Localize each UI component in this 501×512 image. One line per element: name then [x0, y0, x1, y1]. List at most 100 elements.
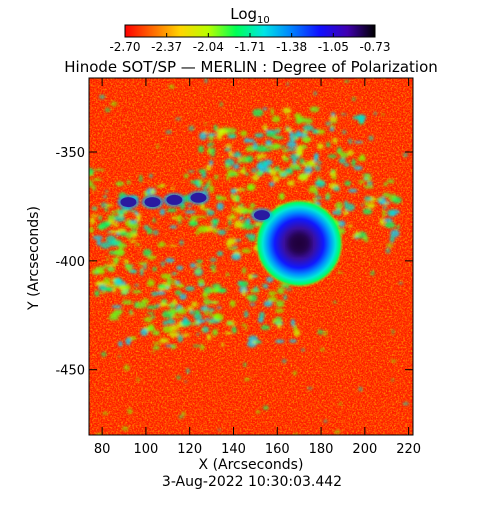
plage-patch	[136, 301, 147, 309]
plage-patch	[234, 171, 239, 178]
plage-patch	[254, 133, 264, 138]
plage-patch	[363, 196, 373, 201]
plage-patch	[275, 317, 283, 320]
plage-patch	[270, 107, 274, 116]
plage-patch	[226, 127, 237, 133]
plage-patch	[364, 200, 370, 206]
plage-patch	[198, 145, 204, 153]
plage-patch	[129, 269, 138, 274]
plage-patch	[100, 221, 112, 227]
plage-patch	[289, 131, 294, 140]
plage-patch	[132, 289, 142, 294]
plage-patch	[337, 271, 344, 274]
plage-patch	[128, 222, 139, 230]
plage-patch	[391, 378, 394, 382]
plage-patch	[204, 78, 208, 84]
plage-patch	[209, 160, 214, 166]
plage-patch	[344, 180, 352, 186]
plage-patch	[195, 230, 199, 236]
plage-patch	[312, 128, 319, 135]
plage-patch	[358, 386, 363, 392]
plage-patch	[99, 94, 106, 100]
plage-patch	[172, 279, 177, 284]
x-tick-label: 220	[396, 442, 421, 457]
plage-patch	[302, 163, 307, 166]
plage-patch	[143, 263, 147, 270]
plage-patch	[281, 359, 287, 364]
plage-patch	[271, 115, 281, 123]
plage-patch	[286, 82, 289, 86]
plage-patch	[146, 227, 153, 235]
plage-patch	[319, 348, 325, 352]
plage-patch	[243, 137, 250, 143]
plage-patch	[233, 164, 240, 170]
plage-patch	[146, 305, 158, 310]
plage-patch	[160, 261, 166, 267]
plage-patch	[159, 183, 166, 187]
plage-patch	[315, 195, 322, 201]
plage-patch	[363, 185, 374, 189]
plage-patch	[182, 333, 190, 337]
plage-patch	[336, 150, 344, 155]
plage-patch	[335, 208, 342, 216]
plage-patch	[169, 225, 178, 229]
x-tick-label: 160	[265, 442, 290, 457]
plage-patch	[339, 152, 349, 159]
plage-patch	[293, 166, 302, 171]
plage-patch	[241, 323, 246, 327]
plage-patch	[240, 130, 248, 137]
plage-patch	[123, 364, 130, 371]
plage-patch	[211, 223, 217, 228]
plage-patch	[363, 175, 372, 182]
plage-patch	[197, 278, 205, 286]
plage-patch	[150, 315, 156, 319]
plage-patch	[245, 155, 254, 163]
plage-patch	[228, 219, 232, 226]
plage-patch	[121, 299, 133, 305]
plage-patch	[247, 273, 254, 280]
plage-patch	[98, 215, 102, 221]
plage-patch	[231, 253, 241, 261]
plage-patch	[245, 324, 248, 331]
plage-patch	[148, 326, 155, 331]
plage-patch	[254, 286, 259, 292]
plage-patch	[382, 192, 391, 198]
plage-patch	[343, 162, 350, 167]
plage-patch	[276, 322, 282, 329]
plage-patch	[398, 282, 403, 285]
plage-patch	[353, 165, 363, 171]
plage-patch	[237, 157, 242, 161]
plage-patch	[329, 120, 338, 124]
plage-patch	[198, 169, 207, 174]
plage-patch	[179, 293, 187, 300]
plage-patch	[184, 380, 187, 383]
plage-patch	[217, 229, 227, 236]
plage-patch	[197, 225, 208, 233]
plage-patch	[101, 290, 106, 295]
plage-patch	[313, 91, 317, 96]
plage-patch	[348, 138, 353, 145]
plage-patch	[125, 263, 133, 272]
plage-patch	[166, 208, 177, 213]
plage-patch	[243, 362, 247, 368]
plage-patch	[253, 141, 258, 150]
plage-patch	[235, 194, 240, 203]
plage-patch	[156, 144, 160, 149]
plage-patch	[104, 264, 108, 269]
plage-patch	[108, 240, 119, 247]
plage-patch	[289, 137, 296, 142]
plage-patch	[340, 113, 347, 116]
colorbar-label: Log10	[230, 5, 270, 26]
plage-patch	[208, 134, 214, 142]
polarization-map	[89, 78, 413, 435]
plage-patch	[186, 306, 194, 311]
plage-patch	[92, 184, 96, 192]
plage-patch	[260, 324, 270, 331]
plage-patch	[242, 267, 247, 274]
plage-patch	[391, 329, 395, 335]
plage-patch	[118, 209, 124, 216]
plage-patch	[188, 220, 199, 227]
plage-patch	[117, 242, 127, 249]
x-tick-label: 180	[309, 442, 334, 457]
plage-patch	[277, 287, 285, 295]
